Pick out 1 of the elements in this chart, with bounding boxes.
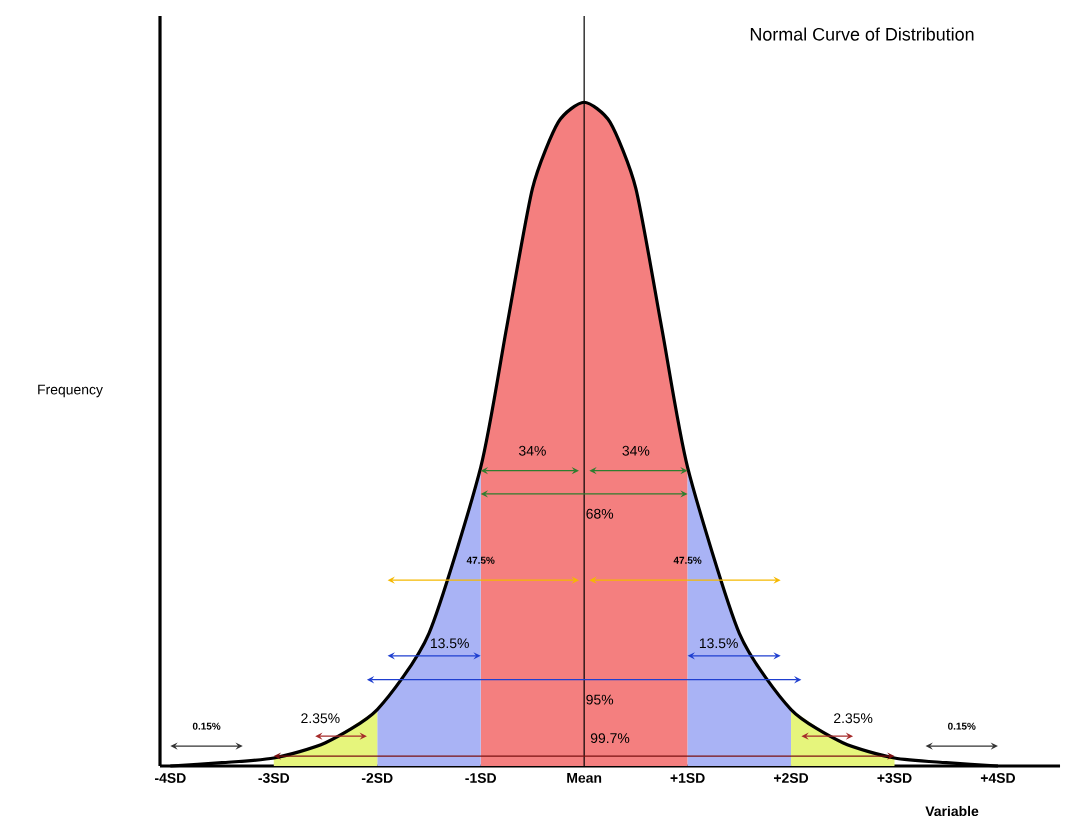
chart-title: Normal Curve of Distribution [750, 27, 974, 41]
